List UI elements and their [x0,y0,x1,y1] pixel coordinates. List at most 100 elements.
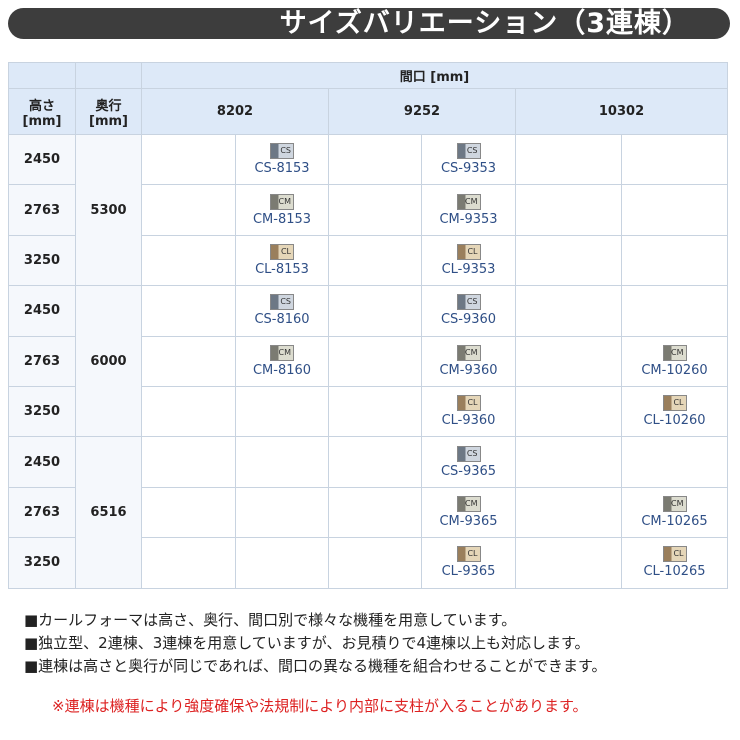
model-cm-icon: CM [662,344,687,361]
table-row: 3250 CL CL-8153 CL CL-9353 [8,234,729,287]
table-row: 2763 CM CM-9365 CM CM-10265 [8,486,729,539]
model-code[interactable]: CM-9365 [439,513,498,529]
table-row: 2450 6516 CS CS-9365 [8,436,729,589]
model-cell[interactable]: CL CL-9365 [421,537,516,589]
empty-cell [235,486,329,539]
model-cell[interactable]: CM CM-10260 [620,335,729,387]
model-cell[interactable]: CM CM-8153 [235,184,329,236]
header-width: 9252 [328,88,516,135]
height-cell: 2763 [8,486,76,539]
model-cm-icon: CM [456,344,481,361]
empty-cell [141,184,236,236]
model-cell[interactable]: CM CM-9360 [421,335,516,387]
table-row: 2763 CM CM-8160 CM CM-9360 CM CM-10260 [8,335,729,387]
model-cell[interactable]: CM CM-8160 [235,335,329,387]
header-depth: 奥行 [mm] [75,88,142,135]
model-code[interactable]: CS-8160 [254,312,310,328]
empty-cell [141,285,236,337]
model-cs-icon: CS [456,294,481,311]
height-cell: 3250 [8,537,76,589]
model-cl-icon: CL [456,395,481,412]
empty-cell [515,285,622,337]
model-code[interactable]: CM-8160 [252,362,312,378]
model-code[interactable]: CL-9353 [441,261,496,277]
model-cm-icon: CM [456,193,481,210]
empty-cell [141,385,236,438]
model-code[interactable]: CM-10265 [641,513,708,529]
empty-cell [141,436,236,488]
table-row: 2763 CM CM-8153 CM CM-9353 [8,184,729,236]
empty-cell [141,133,236,186]
model-cs-icon: CS [456,445,481,462]
empty-cell [328,335,422,387]
empty-cell [328,537,422,589]
model-code[interactable]: CL-9360 [441,413,496,429]
model-cell[interactable]: CS CS-9360 [421,285,516,337]
model-code[interactable]: CS-9365 [440,463,497,479]
empty-cell [141,335,236,387]
model-code[interactable]: CM-9353 [439,211,498,227]
empty-cell [515,537,622,589]
model-code[interactable]: CS-9353 [440,161,497,177]
model-code[interactable]: CL-8153 [255,261,309,277]
table-row: 3250 CL CL-9360 CL CL-10260 [8,385,729,438]
model-code[interactable]: CL-10260 [643,413,706,429]
empty-cell [620,234,729,287]
notes: ■カールフォーマは高さ、奥行、間口別で様々な機種を用意しています。 ■独立型、2… [24,609,607,678]
empty-cell [328,184,422,236]
model-cell[interactable]: CS CS-9353 [421,133,516,186]
model-cm-icon: CM [270,193,294,210]
empty-cell [141,537,236,589]
header-frontage: 間口 [mm] [140,62,729,89]
header-blank [8,62,76,89]
model-cell[interactable]: CL CL-8153 [235,234,329,287]
model-cl-icon: CL [662,546,687,563]
model-code[interactable]: CS-8153 [254,161,310,177]
model-cell[interactable]: CL CL-9360 [421,385,516,438]
empty-cell [620,184,729,236]
empty-cell [620,436,729,488]
depth-cell: 6000 [75,285,142,438]
empty-cell [620,285,729,337]
note: ■連棟は高さと奥行が同じであれば、間口の異なる機種を組合わせることができます。 [24,657,607,675]
model-code[interactable]: CM-8153 [252,211,312,227]
model-cl-icon: CL [662,395,687,412]
note: ■カールフォーマは高さ、奥行、間口別で様々な機種を用意しています。 [24,611,517,629]
empty-cell [515,184,622,236]
model-code[interactable]: CS-9360 [440,312,497,328]
model-cm-icon: CM [456,495,481,512]
model-cell[interactable]: CM CM-9353 [421,184,516,236]
table-row: 2450 5300 CS CS-8153 CS CS-9353 [8,133,729,287]
model-cell[interactable]: CS CS-8153 [235,133,329,186]
model-code[interactable]: CL-10265 [643,564,706,580]
model-code[interactable]: CL-9365 [441,564,496,580]
empty-cell [515,486,622,539]
model-cs-icon: CS [270,143,294,160]
model-cell[interactable]: CS CS-8160 [235,285,329,337]
model-cell[interactable]: CL CL-10260 [620,385,729,438]
size-variation-table: 間口 [mm] 高さ [mm] 奥行 [mm] 8202 9252 10302 2… [8,62,729,589]
model-cell[interactable]: CS CS-9365 [421,436,516,488]
empty-cell [328,234,422,287]
model-code[interactable]: CM-9360 [439,362,498,378]
model-cell[interactable]: CM CM-10265 [620,486,729,539]
table-row: 2450 6000 CS CS-8160 CS CS-9360 [8,285,729,438]
model-cell[interactable]: CL CL-10265 [620,537,729,589]
empty-cell [235,436,329,488]
height-cell: 2450 [8,133,76,186]
note: ■独立型、2連棟、3連棟を用意していますが、お見積りで4連棟以上も対応します。 [24,634,590,652]
empty-cell [328,285,422,337]
height-cell: 3250 [8,385,76,438]
empty-cell [328,436,422,488]
model-cell[interactable]: CL CL-9353 [421,234,516,287]
height-cell: 2450 [8,285,76,337]
header-height: 高さ [mm] [8,88,76,135]
empty-cell [235,385,329,438]
height-cell: 2450 [8,436,76,488]
model-cl-icon: CL [456,546,481,563]
model-code[interactable]: CM-10260 [641,362,708,378]
empty-cell [515,335,622,387]
empty-cell [515,436,622,488]
model-cell[interactable]: CM CM-9365 [421,486,516,539]
model-cl-icon: CL [270,243,294,260]
